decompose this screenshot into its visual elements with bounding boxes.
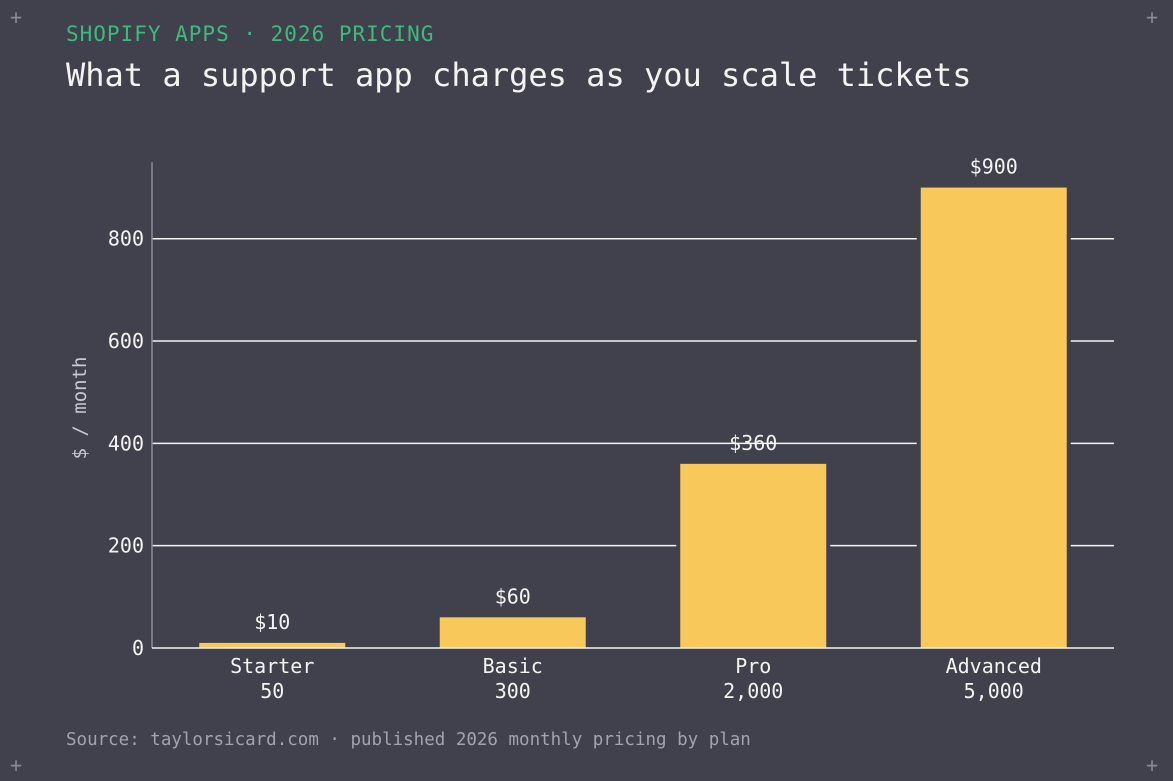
data-label: $900 [970,155,1018,179]
data-label: $360 [729,431,777,455]
source-note: Source: taylorsicard.com · published 202… [66,730,751,750]
corner-plus-icon: + [10,753,23,777]
y-tick-label: 200 [108,534,144,558]
data-label: $10 [254,610,290,634]
chart-kicker: SHOPIFY APPS · 2026 PRICING [66,22,435,46]
x-tick-label: Basic [483,654,543,678]
corner-plus-icon: + [10,5,23,29]
bar [920,187,1067,648]
x-tick-sublabel: 2,000 [723,679,783,703]
x-tick-sublabel: 300 [495,679,531,703]
x-tick-label: Pro [735,654,771,678]
y-tick-label: 400 [108,431,144,455]
data-label: $60 [495,584,531,608]
bar [680,463,827,648]
y-tick-label: 0 [132,636,144,660]
x-tick-sublabel: 5,000 [964,679,1024,703]
corner-plus-icon: + [1146,5,1159,29]
x-tick-label: Advanced [946,654,1042,678]
corner-plus-icon: + [1146,753,1159,777]
chart-title: What a support app charges as you scale … [66,56,972,94]
y-tick-label: 600 [108,329,144,353]
bar [199,642,346,648]
bar [439,617,586,648]
y-axis-title: $ / month [69,357,91,460]
y-tick-label: 800 [108,227,144,251]
x-tick-label: Starter [230,654,314,678]
x-tick-sublabel: 50 [260,679,284,703]
